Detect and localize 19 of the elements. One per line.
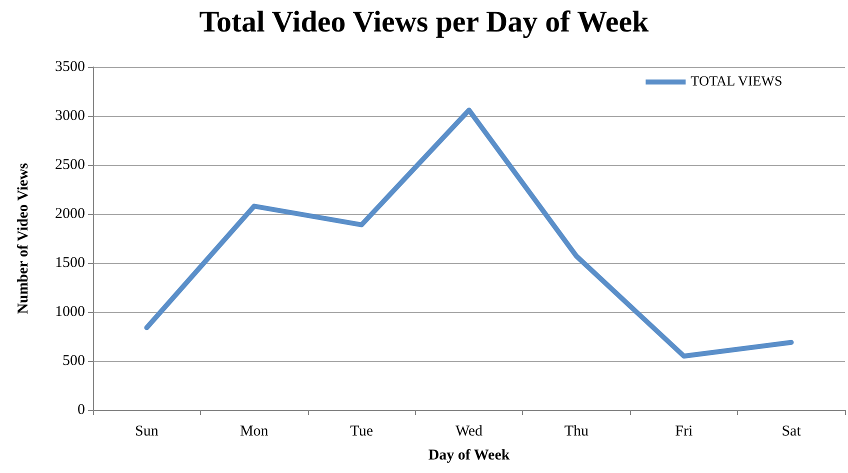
x-tick-label: Sat	[782, 424, 802, 440]
y-tick-label: 500	[62, 353, 85, 369]
y-tick-label: 3500	[55, 59, 85, 75]
chart-title: Total Video Views per Day of Week	[199, 6, 650, 38]
x-tick-label: Wed	[455, 424, 484, 440]
y-axis-title: Number of Video Views	[16, 162, 32, 314]
x-axis-title: Day of Week	[428, 448, 510, 464]
y-tick-label: 1000	[55, 304, 85, 320]
y-tick-label: 2500	[55, 157, 85, 173]
y-tick-label: 2000	[55, 206, 85, 222]
x-tick-label: Tue	[350, 424, 374, 440]
legend-label: TOTAL VIEWS	[690, 74, 782, 90]
y-tick-label: 3000	[55, 108, 85, 124]
x-tick-label: Thu	[564, 424, 590, 440]
y-tick-label: 1500	[55, 255, 85, 271]
x-tick-label: Mon	[240, 424, 269, 440]
x-tick-label: Sun	[135, 424, 159, 440]
x-tick-label: Fri	[675, 424, 693, 440]
y-tick-label: 0	[78, 402, 85, 418]
